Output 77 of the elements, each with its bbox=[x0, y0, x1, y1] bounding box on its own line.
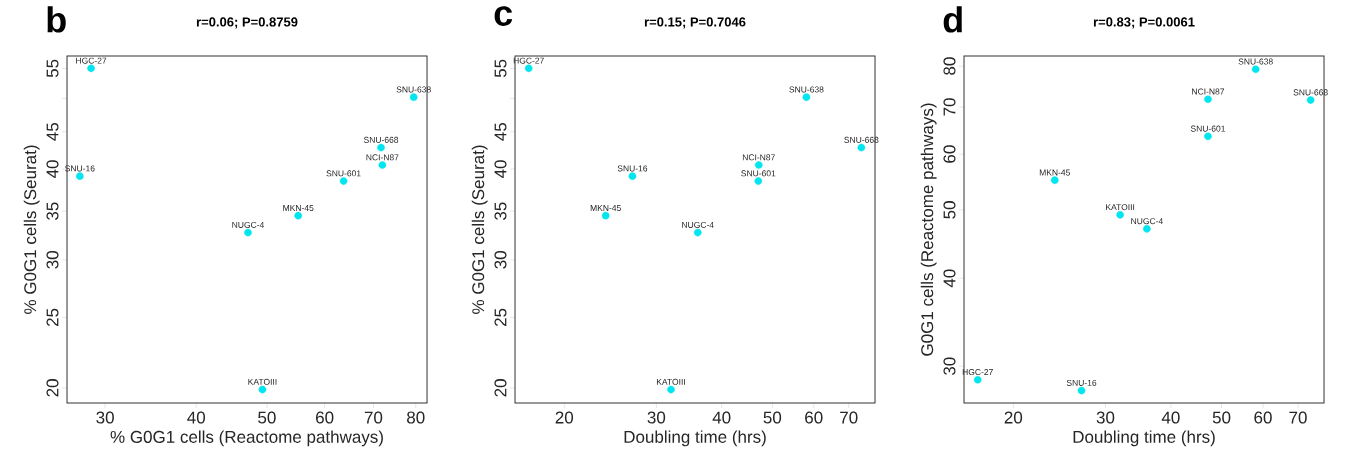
y-axis-title: % G0G1 cells (Seurat) bbox=[23, 145, 40, 314]
y-axis-title: G0G1 cells (Reactome pathways) bbox=[920, 103, 937, 356]
annotation: SNU-16 bbox=[65, 165, 95, 172]
annotation: NCI-N87 bbox=[366, 154, 399, 161]
x-tick-label: 60 bbox=[805, 411, 823, 424]
y-tick-label: 30 bbox=[943, 357, 956, 375]
y-tick-label: 60 bbox=[943, 145, 956, 163]
y-tick-label: 25 bbox=[494, 308, 507, 326]
x-tick-label: 60 bbox=[316, 411, 334, 424]
y-tick-label: 35 bbox=[46, 202, 59, 220]
annotation: NCI-N87 bbox=[1192, 88, 1225, 95]
y-tick-label: 50 bbox=[943, 201, 956, 219]
annotation: SNU-638 bbox=[789, 86, 824, 93]
x-tick-label: 30 bbox=[96, 411, 114, 424]
annotation: SNU-601 bbox=[741, 170, 776, 177]
annotation: SNU-668 bbox=[363, 136, 399, 143]
x-tick-label: 30 bbox=[647, 411, 666, 424]
y-tick-label: 40 bbox=[943, 269, 956, 288]
x-tick-label: 40 bbox=[712, 411, 731, 424]
annotation: NUGC-4 bbox=[232, 221, 265, 228]
annotation: MKN-45 bbox=[283, 205, 314, 211]
x-axis-title: Doubling time (hrs) bbox=[1073, 430, 1215, 447]
x-tick-label: 70 bbox=[364, 411, 383, 424]
y-axis-title: % G0G1 cells (Seurat) bbox=[471, 145, 488, 314]
y-tick-label: 55 bbox=[46, 59, 59, 78]
y-tick-label: 70 bbox=[943, 98, 956, 116]
y-tick-label: 45 bbox=[494, 123, 507, 141]
y-tick-label: 35 bbox=[494, 202, 507, 220]
annotation: SNU-668 bbox=[1293, 89, 1328, 96]
x-axis-title: Doubling time (hrs) bbox=[624, 430, 766, 447]
text: c bbox=[494, 6, 513, 26]
x-tick-label: 50 bbox=[1212, 411, 1231, 424]
annotation: KATOIII bbox=[656, 378, 685, 385]
y-tick-label: 80 bbox=[943, 57, 956, 75]
x-tick-label: 20 bbox=[555, 411, 574, 424]
annotation: SNU-16 bbox=[1066, 379, 1097, 386]
annotation: KATOIII bbox=[1106, 204, 1135, 211]
y-tick-label: 40 bbox=[494, 160, 507, 178]
annotation: NCI-N87 bbox=[742, 154, 775, 161]
y-tick-label: 55 bbox=[494, 59, 507, 78]
annotation: HGC-27 bbox=[513, 57, 544, 64]
y-tick-label: 20 bbox=[494, 379, 507, 397]
x-axis-title: % G0G1 cells (Reactome pathways) bbox=[110, 430, 383, 447]
annotation: SNU-668 bbox=[844, 136, 879, 143]
annotation: SNU-638 bbox=[1238, 58, 1273, 65]
annotation: SNU-16 bbox=[617, 165, 648, 172]
chart-title: r=0.15; P=0.7046 bbox=[644, 17, 746, 29]
text: b bbox=[47, 6, 66, 33]
annotation: SNU-638 bbox=[396, 86, 431, 93]
x-tick-label: 40 bbox=[1161, 411, 1180, 424]
y-tick-label: 20 bbox=[46, 379, 59, 397]
x-tick-label: 40 bbox=[187, 411, 206, 424]
x-tick-label: 30 bbox=[1096, 411, 1115, 424]
annotation: NUGC-4 bbox=[682, 221, 714, 228]
y-tick-label: 30 bbox=[494, 251, 507, 269]
chart-title: r=0.83; P=0.0061 bbox=[1093, 17, 1195, 29]
annotation: MKN-45 bbox=[590, 205, 621, 211]
chart-title: r=0.06; P=0.8759 bbox=[196, 17, 298, 29]
x-tick-label: 50 bbox=[258, 411, 276, 424]
y-tick-label: 40 bbox=[46, 160, 59, 178]
annotation: NUGC-4 bbox=[1131, 218, 1163, 225]
annotation: MKN-45 bbox=[1039, 169, 1070, 176]
y-tick-label: 45 bbox=[46, 123, 59, 141]
y-tick-label: 30 bbox=[46, 251, 59, 269]
x-tick-label: 20 bbox=[1004, 411, 1023, 424]
annotation: HGC-27 bbox=[76, 57, 107, 64]
x-tick-label: 50 bbox=[763, 411, 782, 424]
x-tick-label: 80 bbox=[407, 411, 425, 424]
annotation: SNU-601 bbox=[326, 170, 361, 177]
x-tick-label: 60 bbox=[1254, 411, 1272, 424]
y-tick-label: 25 bbox=[46, 308, 59, 326]
annotation: KATOIII bbox=[248, 378, 277, 385]
annotation: SNU-601 bbox=[1190, 125, 1226, 132]
annotation: HGC-27 bbox=[962, 369, 993, 376]
x-tick-label: 70 bbox=[840, 411, 858, 424]
x-tick-label: 70 bbox=[1289, 411, 1307, 424]
text: d bbox=[943, 6, 962, 33]
